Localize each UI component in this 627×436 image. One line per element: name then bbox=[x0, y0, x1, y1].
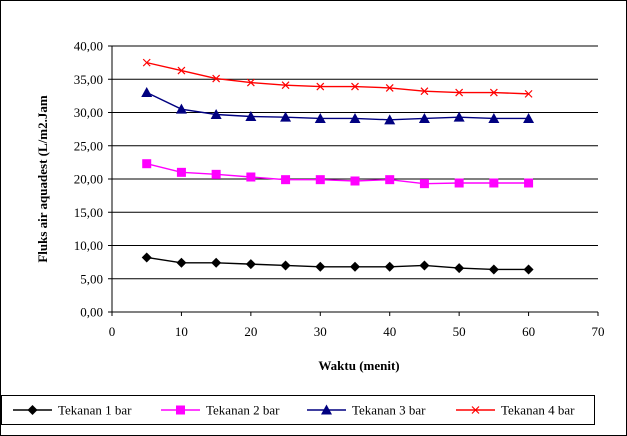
y-tick-label-6: 30,00 bbox=[74, 105, 103, 120]
series-2-point-4 bbox=[281, 175, 291, 185]
x-tick-label-3: 30 bbox=[314, 324, 327, 339]
series-2-point-7 bbox=[385, 175, 395, 185]
y-tick-label-5: 25,00 bbox=[74, 138, 103, 153]
series-2-point-5 bbox=[315, 175, 325, 185]
series-3 bbox=[141, 87, 535, 125]
legend-label-3: Tekanan 3 bar bbox=[352, 403, 426, 418]
series-3-point-9 bbox=[453, 111, 465, 122]
series-1-point-3 bbox=[245, 259, 256, 270]
series-4-point-0 bbox=[142, 58, 151, 67]
y-tick-label-3: 15,00 bbox=[74, 205, 103, 220]
series-1 bbox=[141, 252, 534, 275]
x-tick-labels: 0 10 20 30 40 50 60 70 bbox=[109, 324, 605, 339]
series-4-point-7 bbox=[385, 83, 394, 92]
series-4-point-4 bbox=[281, 81, 290, 90]
series-4-point-6 bbox=[351, 82, 359, 91]
series-4-point-8 bbox=[420, 87, 429, 96]
series-1-line bbox=[146, 256, 529, 271]
series-3-point-1 bbox=[175, 103, 187, 114]
series-2-point-1 bbox=[176, 167, 186, 177]
y-tick-label-8: 40,00 bbox=[74, 39, 103, 54]
series-2-point-9 bbox=[454, 178, 464, 188]
series-4 bbox=[142, 58, 533, 98]
series-3-point-4 bbox=[280, 111, 292, 122]
series-4-point-9 bbox=[455, 88, 464, 97]
series-2-point-0 bbox=[142, 159, 152, 169]
legend-marker-3 bbox=[321, 404, 332, 415]
legend-marker-4 bbox=[471, 406, 480, 414]
series-3-point-5 bbox=[314, 112, 326, 123]
series-2-point-6 bbox=[350, 176, 360, 186]
series-2 bbox=[142, 159, 534, 189]
legend-box bbox=[1, 395, 595, 425]
series-3-point-0 bbox=[141, 87, 153, 98]
series-4-point-5 bbox=[316, 82, 325, 91]
x-tick-label-5: 50 bbox=[453, 324, 466, 339]
series-1-point-11 bbox=[523, 264, 534, 275]
series-1-point-6 bbox=[350, 261, 360, 272]
series-1-point-8 bbox=[419, 260, 430, 271]
series-1-point-4 bbox=[280, 260, 291, 271]
x-tick-label-2: 20 bbox=[244, 324, 257, 339]
series-4-point-2 bbox=[212, 74, 221, 83]
series-1-point-1 bbox=[176, 257, 187, 268]
series-2-line bbox=[146, 163, 529, 185]
x-tick-label-1: 10 bbox=[175, 324, 188, 339]
x-tick-label-7: 70 bbox=[592, 324, 605, 339]
series-3-point-3 bbox=[245, 110, 257, 121]
series-2-point-10 bbox=[489, 178, 499, 188]
series-3-point-10 bbox=[488, 112, 500, 123]
series-3-point-7 bbox=[384, 114, 396, 125]
x-tick-label-4: 40 bbox=[383, 324, 396, 339]
legend-marker-1 bbox=[27, 405, 38, 415]
y-tick-label-2: 10,00 bbox=[74, 238, 103, 253]
series-1-point-0 bbox=[141, 252, 152, 263]
series-2-point-3 bbox=[246, 172, 256, 182]
series-2-point-11 bbox=[524, 178, 534, 188]
legend-label-4: Tekanan 4 bar bbox=[501, 403, 575, 418]
y-tick-label-4: 20,00 bbox=[74, 172, 103, 187]
y-tick-label-1: 5,00 bbox=[80, 271, 103, 286]
series-1-point-2 bbox=[211, 257, 222, 268]
series-3-point-6 bbox=[349, 112, 361, 123]
series-3-point-8 bbox=[418, 112, 430, 123]
series-3-line bbox=[146, 91, 529, 121]
legend: Tekanan 1 bar Tekanan 2 bar Tekanan 3 bar T… bbox=[1, 395, 595, 425]
x-tick-label-0: 0 bbox=[109, 324, 116, 339]
series-2-point-2 bbox=[211, 169, 221, 179]
y-tick-label-0: 0,00 bbox=[80, 305, 103, 320]
series-1-point-7 bbox=[384, 261, 395, 272]
series-3-point-11 bbox=[523, 112, 535, 123]
series-4-point-1 bbox=[177, 66, 186, 75]
y-tick-label-7: 35,00 bbox=[74, 72, 103, 87]
x-tick-label-6: 60 bbox=[522, 324, 535, 339]
series-4-point-11 bbox=[524, 89, 533, 98]
series-4-line bbox=[146, 61, 529, 95]
data-series bbox=[141, 58, 535, 275]
axes bbox=[111, 46, 599, 316]
legend-marker-2 bbox=[176, 405, 185, 415]
legend-label-2: Tekanan 2 bar bbox=[206, 403, 280, 418]
series-2-point-8 bbox=[419, 179, 429, 189]
series-1-point-10 bbox=[488, 264, 499, 275]
series-4-point-10 bbox=[489, 88, 498, 97]
x-axis-title: Waktu (menit) bbox=[318, 358, 399, 373]
series-1-point-5 bbox=[315, 261, 326, 272]
series-1-point-9 bbox=[454, 263, 465, 274]
y-axis-title: Fluks air aquadest (L/m2.Jam bbox=[35, 95, 50, 263]
legend-label-1: Tekanan 1 bar bbox=[58, 403, 132, 418]
y-tick-labels: 0,00 5,00 10,00 15,00 20,00 25,00 30,00 35,00 40… bbox=[74, 39, 103, 320]
series-3-point-2 bbox=[210, 108, 222, 119]
series-4-point-3 bbox=[246, 78, 255, 87]
